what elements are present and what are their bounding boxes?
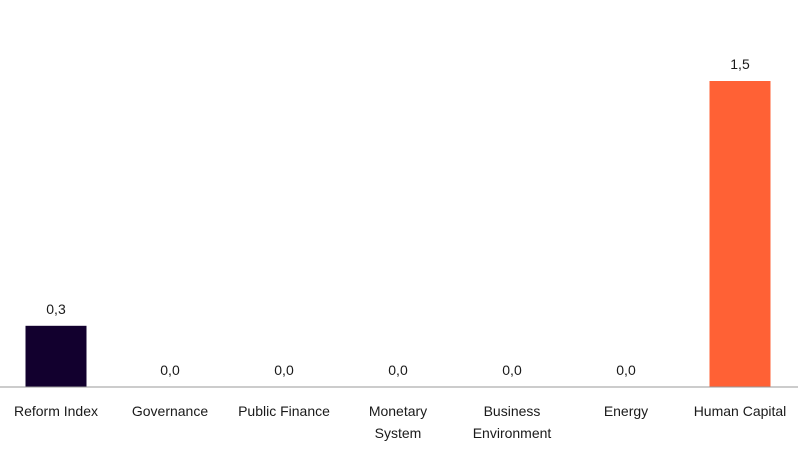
value-label-1: 0,0 bbox=[160, 362, 180, 378]
value-labels-group: 0,3 0,0 0,0 0,0 0,0 0,0 1,5 bbox=[46, 56, 750, 378]
bars-group bbox=[25, 81, 771, 387]
category-label-1: Governance bbox=[132, 403, 208, 419]
category-label-0: Reform Index bbox=[14, 403, 98, 419]
value-label-5: 0,0 bbox=[616, 362, 636, 378]
category-label-5: Energy bbox=[604, 403, 648, 419]
value-label-3: 0,0 bbox=[388, 362, 408, 378]
category-label-3: Monetary System bbox=[369, 403, 427, 441]
value-label-6: 1,5 bbox=[730, 56, 750, 72]
category-label-4: Business Environment bbox=[473, 403, 552, 441]
bar-0 bbox=[25, 325, 87, 387]
bar-6 bbox=[709, 81, 771, 387]
value-label-2: 0,0 bbox=[274, 362, 294, 378]
category-labels-group: Reform Index Governance Public Finance Mone… bbox=[14, 403, 786, 441]
value-label-0: 0,3 bbox=[46, 301, 66, 317]
category-label-6: Human Capital bbox=[694, 403, 787, 419]
category-label-2: Public Finance bbox=[238, 403, 330, 419]
value-label-4: 0,0 bbox=[502, 362, 522, 378]
